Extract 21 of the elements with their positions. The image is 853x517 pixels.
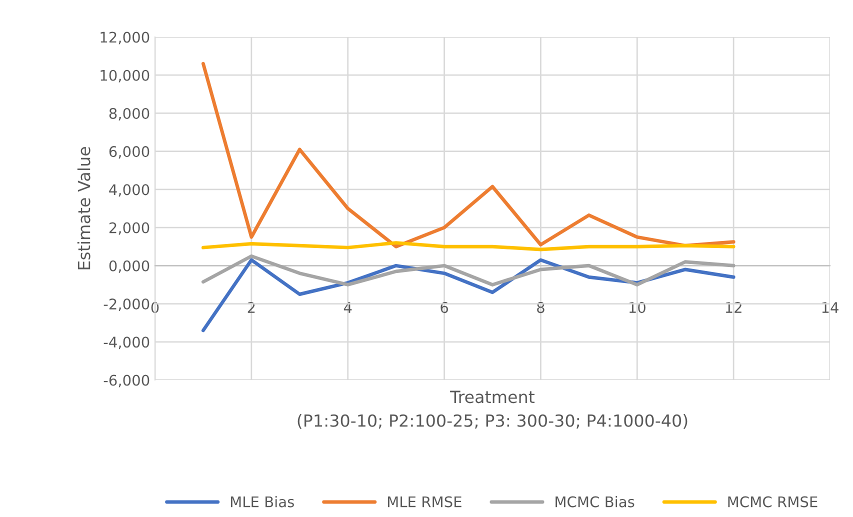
legend-label: MLE Bias <box>230 496 294 508</box>
y-axis-title: Estimate Value <box>77 147 90 270</box>
line-series <box>201 241 736 252</box>
y-tick-label: 2,000 <box>109 222 150 235</box>
y-tick-label: 6,000 <box>109 146 150 159</box>
x-tick-label: 6 <box>440 302 448 314</box>
y-tick-label: 12,000 <box>100 32 150 44</box>
y-tick-label: -6,000 <box>104 374 150 388</box>
y-tick-label: 0,000 <box>109 260 150 273</box>
y-tick-label: -4,000 <box>104 336 150 350</box>
y-tick-label: -2,000 <box>104 298 150 312</box>
line-series <box>201 254 736 286</box>
x-axis-title: Treatment (P1:30-10; P2:100-25; P3: 300-30; P4:1000-40) <box>298 390 688 429</box>
x-tick-label: 14 <box>822 302 838 313</box>
legend-label: MLE RMSE <box>388 496 462 508</box>
y-tick-label: 10,000 <box>100 70 150 82</box>
legend-label: MCMC RMSE <box>728 496 818 508</box>
y-tick-label: 4,000 <box>109 184 150 197</box>
y-tick-label: 8,000 <box>109 108 150 120</box>
line-series <box>201 62 736 248</box>
legend-label: MCMC Bias <box>556 496 634 508</box>
